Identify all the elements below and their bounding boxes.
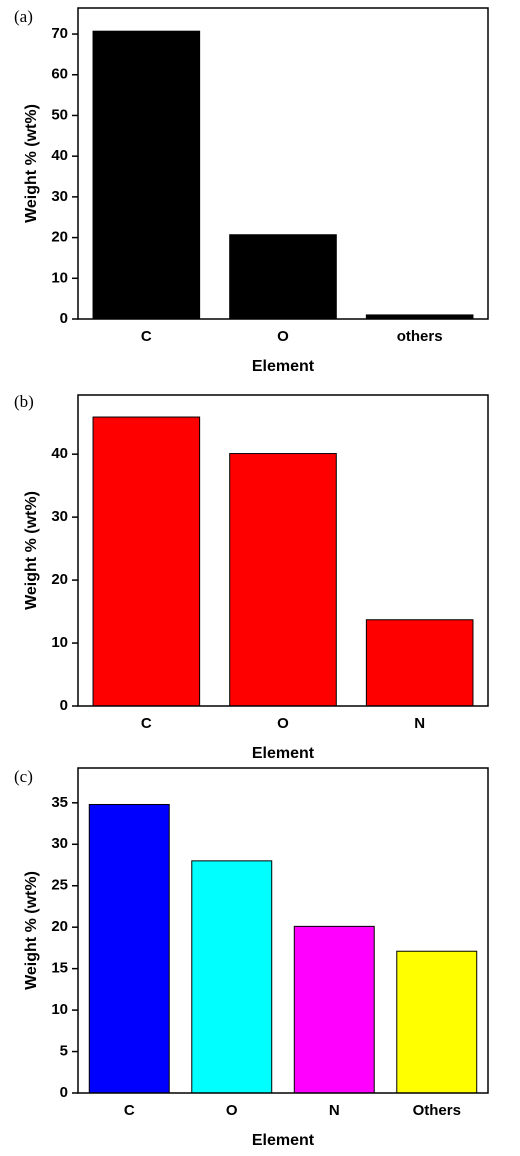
x-axis-label: Element bbox=[252, 358, 315, 375]
y-axis-label: Weight % (wt%) bbox=[23, 104, 40, 223]
plot-frame bbox=[77, 7, 489, 320]
y-tick-label: 20 bbox=[51, 229, 68, 246]
x-tick-label: C bbox=[141, 328, 152, 345]
x-axis-label: Element bbox=[252, 1132, 315, 1149]
y-tick-label: 70 bbox=[51, 25, 68, 42]
y-axis-label: Weight % (wt%) bbox=[23, 871, 40, 990]
y-tick-label: 40 bbox=[51, 445, 68, 462]
x-tick-label: O bbox=[277, 328, 289, 345]
x-tick-label: C bbox=[124, 1102, 135, 1119]
y-tick-label: 35 bbox=[51, 794, 68, 811]
x-tick-label: others bbox=[397, 328, 443, 345]
y-tick-label: 10 bbox=[51, 634, 68, 651]
bar bbox=[229, 453, 337, 707]
panel-label: (b) bbox=[14, 392, 34, 411]
bar bbox=[92, 416, 201, 707]
bar bbox=[191, 860, 273, 1094]
bar bbox=[396, 950, 478, 1094]
y-tick-label: 25 bbox=[51, 877, 68, 894]
y-tick-label: 10 bbox=[51, 269, 68, 286]
y-tick-label: 0 bbox=[60, 310, 68, 327]
bar bbox=[92, 30, 201, 320]
x-axis-label: Element bbox=[252, 745, 315, 762]
y-tick-label: 60 bbox=[51, 66, 68, 83]
y-tick-label: 30 bbox=[51, 508, 68, 525]
bar bbox=[229, 234, 337, 320]
y-tick-label: 30 bbox=[51, 835, 68, 852]
x-tick-label: O bbox=[226, 1102, 238, 1119]
x-tick-label: N bbox=[329, 1102, 340, 1119]
x-tick-label: O bbox=[277, 715, 289, 732]
bar bbox=[88, 803, 170, 1094]
y-tick-label: 20 bbox=[51, 571, 68, 588]
plot-frame bbox=[77, 394, 489, 707]
x-tick-label: Others bbox=[413, 1102, 461, 1119]
y-tick-label: 0 bbox=[60, 697, 68, 714]
panel-label: (c) bbox=[14, 767, 33, 786]
y-axis-label: Weight % (wt%) bbox=[23, 491, 40, 610]
y-tick-label: 50 bbox=[51, 106, 68, 123]
y-tick-label: 40 bbox=[51, 147, 68, 164]
y-tick-label: 30 bbox=[51, 188, 68, 205]
bar bbox=[365, 619, 474, 707]
bar bbox=[293, 925, 375, 1094]
y-tick-label: 10 bbox=[51, 1001, 68, 1018]
panel-label: (a) bbox=[14, 7, 33, 26]
plot-frame bbox=[77, 767, 489, 1094]
x-tick-label: N bbox=[414, 715, 425, 732]
y-tick-label: 20 bbox=[51, 918, 68, 935]
y-tick-label: 5 bbox=[60, 1043, 68, 1060]
y-tick-label: 0 bbox=[60, 1084, 68, 1101]
x-tick-label: C bbox=[141, 715, 152, 732]
y-tick-label: 15 bbox=[51, 960, 68, 977]
